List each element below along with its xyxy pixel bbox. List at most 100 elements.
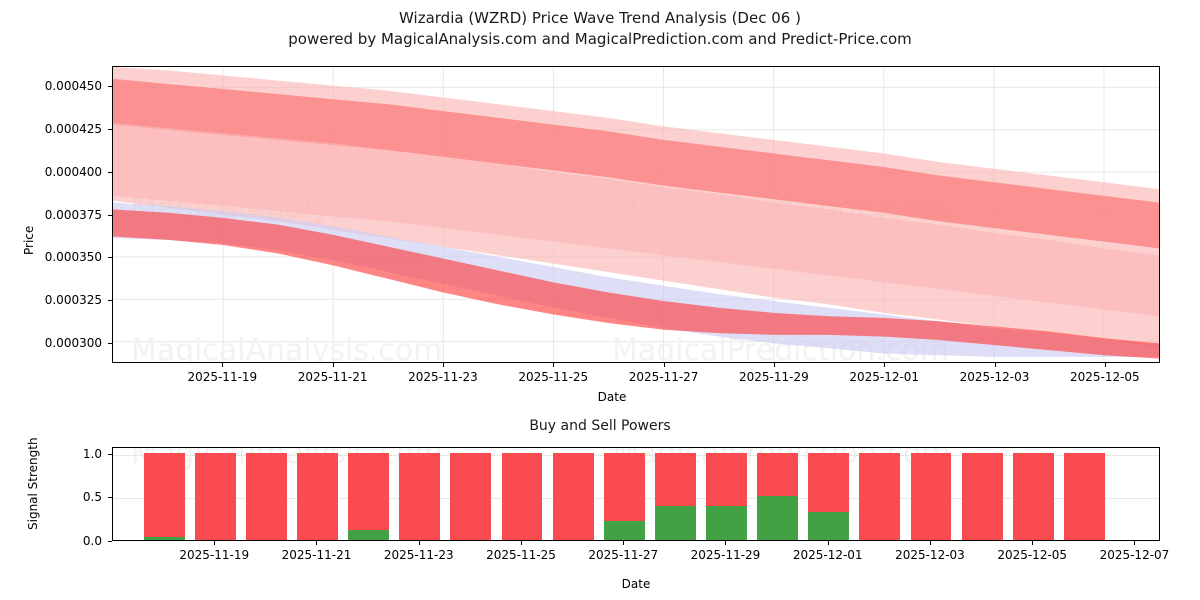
price-x-tick-label: 2025-12-05 — [1069, 370, 1140, 384]
signal-y-tick-mark — [108, 453, 112, 455]
sell-power-segment — [859, 452, 901, 540]
price-x-tick-mark — [553, 363, 555, 367]
signal-bar — [654, 452, 696, 540]
signal-x-axis-title: Date — [621, 577, 651, 591]
price-y-tick-mark — [108, 299, 112, 301]
signal-x-tick-mark — [520, 541, 522, 545]
price-y-tick-label: 0.000350 — [44, 250, 102, 265]
buy-power-segment — [603, 520, 645, 540]
price-x-tick-label: 2025-11-21 — [297, 370, 368, 384]
price-x-tick-mark — [663, 363, 665, 367]
signal-x-tick-label: 2025-11-21 — [281, 548, 352, 562]
sell-power-segment — [757, 452, 799, 497]
signal-x-tick-label: 2025-12-07 — [1099, 548, 1170, 562]
signal-x-tick-label: 2025-12-03 — [895, 548, 965, 562]
sell-power-segment — [297, 452, 338, 540]
buy-power-segment — [706, 506, 747, 540]
price-y-tick-label: 0.000450 — [44, 79, 102, 94]
sell-power-segment — [194, 452, 236, 540]
price-y-tick-label: 0.000375 — [44, 207, 102, 222]
signal-chart-title: Buy and Sell Powers — [529, 418, 671, 434]
signal-x-tick-label: 2025-11-19 — [179, 548, 250, 562]
signal-bar — [194, 452, 236, 540]
signal-bar — [757, 452, 799, 540]
signal-bar — [961, 452, 1003, 540]
price-y-tick-mark — [108, 214, 112, 216]
price-x-tick-label: 2025-11-27 — [628, 370, 699, 384]
signal-bar — [706, 452, 747, 540]
signal-y-tick-mark — [108, 541, 112, 542]
signal-bar — [603, 452, 645, 540]
signal-x-tick-mark — [1032, 541, 1034, 545]
signal-y-tick-label: 0.0 — [82, 534, 102, 548]
signal-x-tick-label: 2025-11-25 — [486, 548, 556, 562]
signal-bar — [399, 452, 441, 540]
signal-x-tick-mark — [623, 541, 625, 545]
signal-bar — [450, 452, 492, 540]
price-x-tick-mark — [773, 363, 775, 367]
signal-bar — [910, 452, 952, 540]
sell-power-segment — [1063, 452, 1105, 540]
sell-power-segment — [961, 452, 1003, 540]
price-chart-plot-area: MagicalAnalysis.com MagicalPrediction.com… — [112, 66, 1160, 363]
sell-power-segment — [910, 452, 952, 540]
sell-power-segment — [501, 452, 543, 540]
sell-power-segment — [143, 452, 185, 538]
signal-bar — [1012, 452, 1054, 540]
signal-x-tick-mark — [418, 541, 420, 545]
price-y-tick-mark — [108, 129, 112, 131]
page-title: Wizardia (WZRD) Price Wave Trend Analysi… — [0, 8, 1200, 50]
price-x-tick-mark — [222, 363, 224, 367]
buy-power-segment — [757, 496, 799, 540]
signal-y-axis-title: Signal Strength — [26, 437, 40, 530]
signal-x-tick-label: 2025-11-23 — [383, 548, 454, 562]
signal-bar — [297, 452, 338, 540]
sell-power-segment — [348, 452, 390, 531]
price-y-tick-mark — [108, 342, 112, 344]
signal-x-tick-mark — [725, 541, 727, 545]
signal-bar — [552, 452, 594, 540]
sell-power-segment — [706, 452, 747, 507]
signal-y-tick-label: 1.0 — [82, 446, 102, 461]
sell-power-segment — [1012, 452, 1054, 540]
sell-power-segment — [808, 452, 850, 513]
price-x-axis-title: Date — [597, 390, 627, 404]
price-bands-svg: MagicalAnalysis.com MagicalPrediction.com… — [113, 67, 1159, 362]
price-y-tick-label: 0.000425 — [44, 122, 102, 137]
svg-text:MagicalAnalysis.com: MagicalAnalysis.com — [131, 333, 442, 362]
price-y-tick-label: 0.000325 — [44, 292, 102, 307]
sell-power-segment — [552, 452, 594, 540]
price-x-tick-mark — [332, 363, 334, 367]
chart-title: Wizardia (WZRD) Price Wave Trend Analysi… — [399, 9, 801, 27]
price-x-tick-mark — [884, 363, 886, 367]
chart-subtitle: powered by MagicalAnalysis.com and Magic… — [288, 30, 912, 48]
signal-x-tick-mark — [827, 541, 829, 545]
signal-x-tick-label: 2025-12-01 — [792, 548, 863, 562]
signal-x-tick-label: 2025-11-27 — [588, 548, 659, 562]
signal-bar — [348, 452, 390, 540]
price-y-tick-mark — [108, 86, 112, 88]
signal-x-tick-mark — [316, 541, 318, 545]
price-y-tick-label: 0.000300 — [44, 335, 102, 350]
buy-power-segment — [654, 506, 696, 540]
sell-power-segment — [603, 452, 645, 521]
price-x-tick-label: 2025-11-23 — [408, 370, 478, 384]
sell-power-segment — [399, 452, 441, 540]
price-y-tick-mark — [108, 257, 112, 259]
price-y-tick-mark — [108, 171, 112, 173]
price-x-tick-mark — [994, 363, 996, 367]
price-y-tick-label: 0.000400 — [44, 164, 102, 179]
price-y-axis-title: Price — [22, 225, 36, 255]
signal-bar — [808, 452, 850, 540]
signal-x-tick-mark — [929, 541, 931, 545]
price-x-tick-mark — [442, 363, 444, 367]
signal-bar — [501, 452, 543, 540]
signal-x-tick-label: 2025-12-05 — [997, 548, 1068, 562]
price-x-tick-label: 2025-12-03 — [959, 370, 1030, 384]
price-x-tick-label: 2025-12-01 — [849, 370, 920, 384]
signal-y-tick-label: 0.5 — [82, 490, 102, 505]
signal-x-tick-mark — [214, 541, 216, 545]
sell-power-segment — [654, 452, 696, 507]
